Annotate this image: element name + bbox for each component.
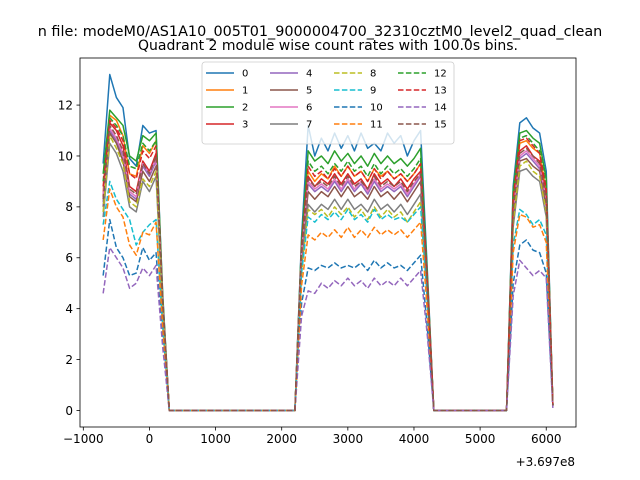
legend-label-5: 5 (306, 86, 312, 97)
series-layer (102, 73, 554, 412)
y-tick-label: 0 (65, 404, 73, 418)
legend-label-0: 0 (242, 69, 248, 80)
legend-label-4: 4 (306, 69, 312, 80)
legend-label-12: 12 (434, 69, 447, 80)
x-tick-label: 6000 (531, 432, 562, 446)
x-tick-label: −1000 (63, 432, 104, 446)
legend-label-13: 13 (434, 86, 447, 97)
legend-label-8: 8 (370, 69, 376, 80)
x-axis: −1000 0 1000 2000 3000 4000 5000 6000 (63, 427, 562, 446)
legend-label-9: 9 (370, 86, 376, 97)
y-tick-label: 2 (65, 353, 73, 367)
y-tick-label: 12 (58, 98, 73, 112)
y-axis: 0 2 4 6 8 10 12 (58, 98, 80, 418)
x-tick-label: 4000 (399, 432, 430, 446)
x-tick-label: 5000 (465, 432, 496, 446)
series-line-14 (102, 246, 554, 412)
x-tick-label: 1000 (200, 432, 231, 446)
legend-label-15: 15 (434, 120, 447, 131)
series-line-13 (102, 119, 554, 412)
axes-frame (79, 57, 577, 428)
series-line-10 (102, 218, 554, 412)
legend-label-7: 7 (306, 120, 312, 131)
legend-label-1: 1 (242, 86, 248, 97)
legend-box (201, 61, 455, 145)
x-tick-label: 2000 (266, 432, 297, 446)
x-axis-offset-label: +3.697e8 (516, 455, 575, 469)
y-tick-label: 4 (65, 302, 73, 316)
legend-label-11: 11 (370, 120, 383, 131)
legend-label-3: 3 (242, 120, 248, 131)
chart-title: Quadrant 2 module wise count rates with … (138, 38, 518, 54)
y-tick-label: 10 (58, 149, 73, 163)
figure-suptitle: n file: modeM0/AS1A10_005T01_9000004700_… (38, 24, 603, 40)
y-tick-label: 8 (65, 200, 73, 214)
legend-label-14: 14 (434, 103, 447, 114)
x-tick-label: 0 (146, 432, 154, 446)
legend-label-2: 2 (242, 103, 248, 114)
legend-label-6: 6 (306, 103, 312, 114)
legend-label-10: 10 (370, 103, 383, 114)
y-tick-label: 6 (65, 251, 73, 265)
x-tick-label: 3000 (333, 432, 364, 446)
